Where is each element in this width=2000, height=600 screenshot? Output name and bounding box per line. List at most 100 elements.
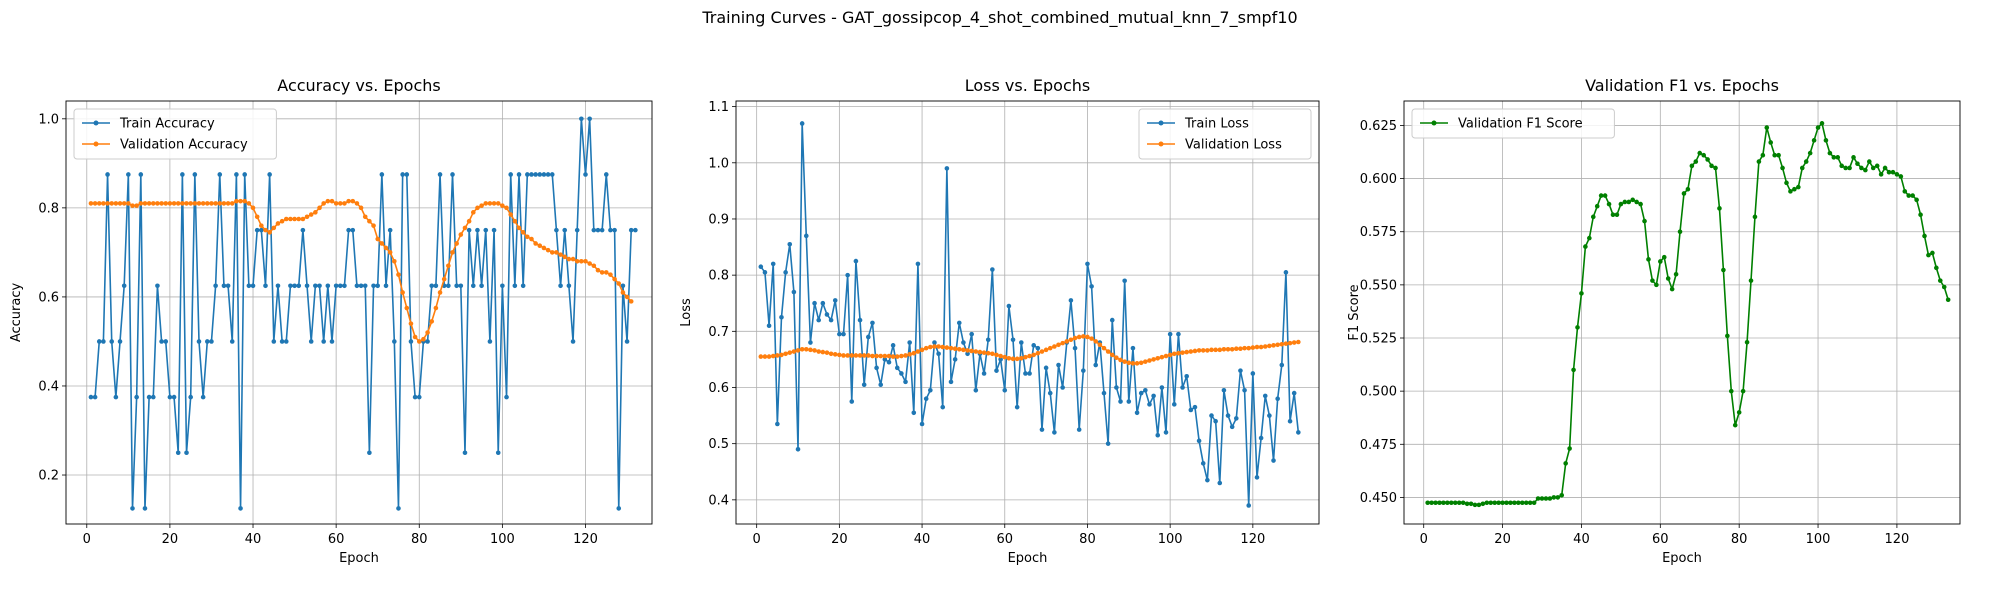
data-point bbox=[1717, 206, 1722, 211]
data-point bbox=[1019, 355, 1024, 361]
data-point bbox=[1200, 461, 1206, 466]
data-point bbox=[866, 353, 871, 358]
data-point bbox=[508, 172, 513, 177]
data-point bbox=[886, 353, 892, 359]
x-tick-label: 0 bbox=[83, 532, 91, 547]
data-point bbox=[1225, 413, 1231, 418]
data-point bbox=[783, 270, 788, 275]
data-point bbox=[903, 379, 908, 385]
data-point bbox=[994, 368, 999, 373]
data-point bbox=[808, 347, 813, 353]
data-point bbox=[595, 267, 601, 273]
y-tick-label: 0.6 bbox=[708, 381, 729, 396]
data-point bbox=[167, 394, 173, 400]
data-point bbox=[1898, 174, 1904, 179]
data-point bbox=[520, 283, 526, 289]
data-point bbox=[1760, 152, 1766, 158]
y-tick-label: 1.1 bbox=[708, 100, 729, 115]
data-point bbox=[1740, 388, 1746, 394]
data-point bbox=[969, 348, 974, 354]
data-point bbox=[292, 216, 297, 222]
data-point bbox=[429, 283, 435, 289]
data-point bbox=[1085, 261, 1090, 267]
data-point bbox=[1460, 500, 1466, 506]
data-point bbox=[870, 320, 875, 326]
data-point bbox=[878, 353, 884, 359]
data-point bbox=[1105, 349, 1111, 354]
data-point bbox=[425, 339, 430, 344]
data-point bbox=[483, 227, 489, 233]
data-point bbox=[458, 283, 464, 289]
data-point bbox=[1180, 385, 1185, 390]
data-point bbox=[770, 261, 776, 267]
x-tick-label: 40 bbox=[245, 532, 262, 547]
data-point bbox=[346, 227, 351, 233]
series-train-loss bbox=[758, 121, 1301, 508]
data-point bbox=[1756, 159, 1762, 164]
data-point bbox=[1076, 427, 1082, 432]
data-point bbox=[263, 227, 268, 233]
data-point bbox=[803, 233, 809, 239]
data-point bbox=[1441, 500, 1446, 506]
data-point bbox=[841, 353, 846, 358]
data-point bbox=[437, 172, 443, 177]
data-point bbox=[861, 353, 867, 358]
data-point bbox=[612, 227, 617, 233]
data-point bbox=[1878, 172, 1884, 177]
data-point bbox=[948, 379, 954, 385]
data-point bbox=[1180, 350, 1185, 355]
data-point bbox=[196, 339, 202, 344]
data-point bbox=[894, 365, 900, 371]
legend: Train Loss Validation Loss bbox=[1138, 108, 1312, 160]
x-tick-label: 120 bbox=[1240, 532, 1265, 547]
data-point bbox=[88, 201, 94, 206]
x-tick-label: 40 bbox=[914, 532, 931, 547]
data-point bbox=[1500, 500, 1505, 506]
data-point bbox=[1452, 500, 1458, 506]
data-point bbox=[387, 227, 393, 233]
data-point bbox=[990, 267, 995, 272]
data-point bbox=[167, 201, 173, 206]
data-point bbox=[175, 450, 181, 456]
data-point bbox=[1068, 298, 1074, 303]
data-point bbox=[923, 396, 929, 402]
data-point bbox=[1118, 399, 1123, 404]
data-point bbox=[816, 317, 821, 323]
data-point bbox=[375, 236, 381, 242]
data-point bbox=[142, 201, 148, 206]
y-tick-label: 0.5 bbox=[708, 437, 729, 452]
data-point bbox=[770, 353, 776, 359]
data-point bbox=[981, 371, 987, 376]
data-point bbox=[940, 404, 946, 410]
data-point bbox=[1250, 345, 1256, 350]
data-point bbox=[88, 394, 94, 400]
data-point bbox=[342, 201, 347, 206]
data-point bbox=[242, 198, 248, 204]
data-point bbox=[138, 172, 144, 177]
y-tick-label: 0.475 bbox=[1360, 438, 1397, 453]
chart-title: Loss vs. Epochs bbox=[965, 76, 1090, 95]
data-point bbox=[932, 340, 937, 345]
data-point bbox=[101, 201, 106, 206]
data-point bbox=[150, 394, 156, 400]
data-point bbox=[1093, 339, 1099, 344]
data-point bbox=[1151, 357, 1156, 362]
data-point bbox=[1209, 413, 1214, 418]
data-point bbox=[338, 201, 343, 206]
y-tick-label: 0.6 bbox=[38, 290, 59, 305]
data-point bbox=[504, 205, 509, 211]
data-point bbox=[396, 272, 401, 277]
data-point bbox=[470, 283, 476, 289]
data-point bbox=[184, 450, 189, 456]
data-point bbox=[837, 331, 842, 337]
y-tick-label: 0.450 bbox=[1360, 491, 1397, 506]
data-point bbox=[1151, 393, 1156, 399]
data-point bbox=[1047, 345, 1053, 351]
data-point bbox=[321, 201, 326, 206]
series-line bbox=[760, 122, 1300, 507]
data-point bbox=[520, 230, 526, 235]
data-point bbox=[762, 354, 768, 359]
data-point bbox=[911, 410, 917, 416]
data-point bbox=[541, 172, 547, 177]
data-point bbox=[121, 201, 127, 206]
